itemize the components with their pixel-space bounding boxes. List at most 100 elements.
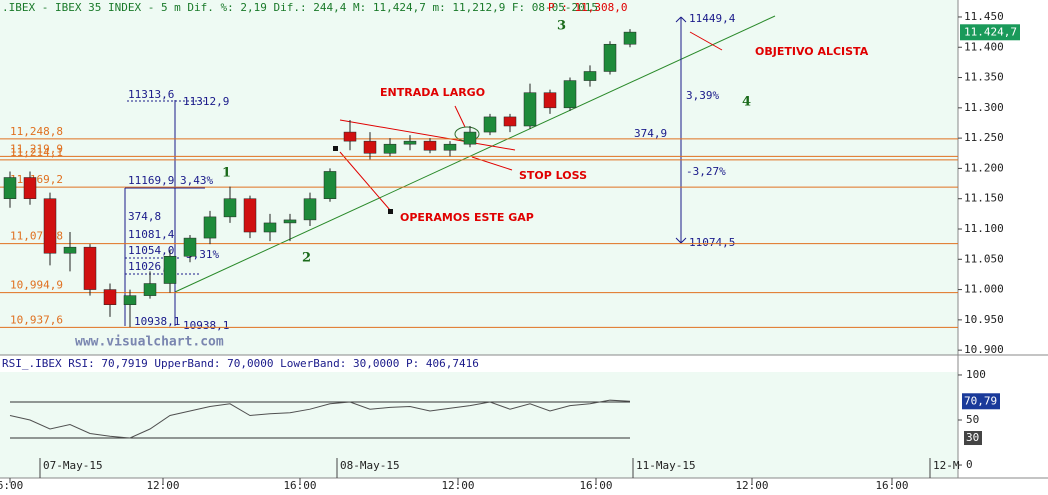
level-label: 10,937,6 [10, 313, 63, 326]
header-info: .IBEX - IBEX 35 INDEX - 5 m Dif. %: 2,19… [2, 1, 598, 14]
candle-body [543, 92, 557, 109]
candle-body [83, 246, 97, 290]
measure-label: 3,43% [180, 174, 213, 187]
y-tick-label: 100 [966, 368, 986, 381]
date-label: 11-May-15 [636, 459, 696, 472]
date-label: 12-M [933, 459, 960, 472]
measure-label: 11313,6 [128, 88, 174, 101]
candle-body [303, 198, 317, 221]
candle-body [43, 198, 57, 254]
candle-body [523, 92, 537, 127]
candle-body [63, 246, 77, 254]
wave-label: 3 [557, 19, 566, 34]
candle-body [143, 283, 157, 296]
y-tick-label: 50 [966, 413, 979, 426]
annotation: OPERAMOS ESTE GAP [400, 211, 534, 224]
measure-label: 3,39% [686, 89, 719, 102]
candle-body [563, 80, 577, 109]
candle-body [23, 177, 37, 199]
measure-label: 10938,1 [134, 315, 180, 328]
header-price: P : 11,308,0 [548, 1, 627, 14]
candle-body [443, 143, 457, 151]
wave-label: 4 [742, 95, 751, 110]
watermark: www.visualchart.com [75, 335, 224, 350]
x-tick-label: 12:00 [441, 479, 474, 492]
marker [333, 146, 338, 151]
measure-label: 11449,4 [689, 12, 736, 25]
y-tick-label: 0 [966, 458, 973, 471]
measure-label: 374,8 [128, 210, 161, 223]
y-tick-label: 11.400 [964, 40, 1004, 53]
level-label: 11,248,8 [10, 125, 63, 138]
x-tick-label: 12:00 [146, 479, 179, 492]
candle-body [403, 140, 417, 145]
last-price-box [960, 24, 1020, 41]
y-tick-label: 11.350 [964, 71, 1004, 84]
date-label: 07-May-15 [43, 459, 103, 472]
y-tick-label: 10.950 [964, 313, 1004, 326]
annotation: OBJETIVO ALCISTA [755, 45, 869, 58]
candle-body [483, 116, 497, 133]
rsi-title: RSI_.IBEX RSI: 70,7919 UpperBand: 70,000… [2, 357, 479, 370]
candle-body [203, 216, 217, 239]
candle-body [243, 198, 257, 233]
level-label: 10,994,9 [10, 279, 63, 292]
candle-body [163, 256, 177, 284]
candle-body [263, 222, 277, 233]
rsi-title-bar [0, 355, 1048, 372]
candle-body [123, 295, 137, 305]
candle-body [3, 177, 17, 199]
y-tick-label: 10.900 [964, 343, 1004, 356]
candle-body [603, 43, 617, 72]
candle-body [283, 219, 297, 224]
candle-body [223, 198, 237, 218]
y-tick-label: 11.250 [964, 131, 1004, 144]
level-label: 11,169,2 [10, 173, 63, 186]
measure-label: 374,9 [634, 127, 667, 140]
candle-body [343, 131, 357, 142]
measure-label: 11081,4 [128, 228, 175, 241]
measure-label: 11026,6 [128, 260, 174, 273]
y-tick-label: 11.200 [964, 161, 1004, 174]
candle-body [423, 140, 437, 151]
trend-line [174, 15, 776, 293]
band-box-label: 30 [966, 431, 979, 444]
level-label: 11,214,1 [10, 146, 63, 159]
candle-body [323, 171, 337, 199]
y-tick-label: 11.150 [964, 192, 1004, 205]
candle-body [623, 31, 637, 45]
date-label: 08-May-15 [340, 459, 400, 472]
pointers [339, 31, 723, 211]
x-tick-label: 12:00 [735, 479, 768, 492]
y-tick-label: 11.300 [964, 101, 1004, 114]
candle-body [503, 116, 517, 127]
candle-body [363, 140, 377, 154]
price-panel [0, 0, 958, 355]
annotation: STOP LOSS [519, 169, 587, 182]
candle-body [583, 71, 597, 81]
last-price-label: 11.424,7 [964, 25, 1017, 38]
rsi-panel [0, 372, 958, 478]
x-tick-label: 16:00 [283, 479, 316, 492]
band-box [964, 431, 982, 446]
rsi-line [9, 399, 631, 439]
x-tick-label: 6:00 [0, 479, 23, 492]
last-value-box [962, 393, 1000, 410]
candle-body [383, 143, 397, 154]
measure-labels: 11313,6 11312,9 11169,9 3,43% 374,8 1108… [128, 12, 736, 332]
y-tick-label: 11.050 [964, 252, 1004, 265]
measure-label: -3,27% [686, 165, 726, 178]
wave-label: 1 [222, 166, 231, 181]
last-value-label: 70,79 [964, 394, 997, 407]
annotation: ENTRADA LARGO [380, 86, 485, 99]
candle-body [463, 131, 477, 145]
y-tick-label: 11.450 [964, 10, 1004, 23]
wave-label: 2 [302, 251, 311, 266]
x-tick-label: 16:00 [579, 479, 612, 492]
measure-label: 10938,1 [183, 319, 229, 332]
measure-label: 11054,0 [128, 244, 174, 257]
level-label: 11,219,9 [10, 142, 63, 155]
measure-label: 11074,5 [689, 236, 735, 249]
measure-label: 11312,9 [183, 95, 229, 108]
